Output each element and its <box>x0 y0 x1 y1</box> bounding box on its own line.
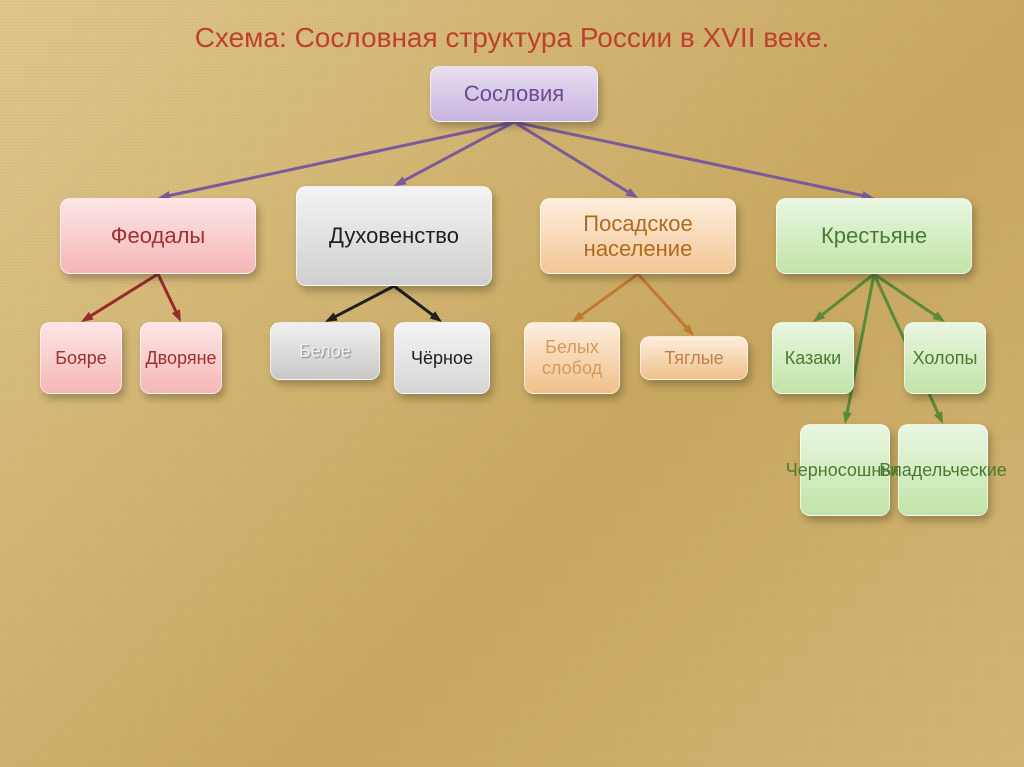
diagram-title: Схема: Сословная структура России в XVII… <box>0 22 1024 54</box>
node-krest: Крестьяне <box>776 198 972 274</box>
node-beloe: Белое <box>270 322 380 380</box>
node-holopy: Холопы <box>904 322 986 394</box>
node-kazaki: Казаки <box>772 322 854 394</box>
node-feodaly: Феодалы <box>60 198 256 274</box>
node-tyaglye: Тяглые <box>640 336 748 380</box>
node-duhov: Духовенство <box>296 186 492 286</box>
node-chernosh: Черносошные <box>800 424 890 516</box>
node-root: Сословия <box>430 66 598 122</box>
node-vladel: Владельческие <box>898 424 988 516</box>
node-posad: Посадское население <box>540 198 736 274</box>
node-belyh: Белых слобод <box>524 322 620 394</box>
node-dvoryane: Дворяне <box>140 322 222 394</box>
node-chernoe: Чёрное <box>394 322 490 394</box>
node-boyare: Бояре <box>40 322 122 394</box>
